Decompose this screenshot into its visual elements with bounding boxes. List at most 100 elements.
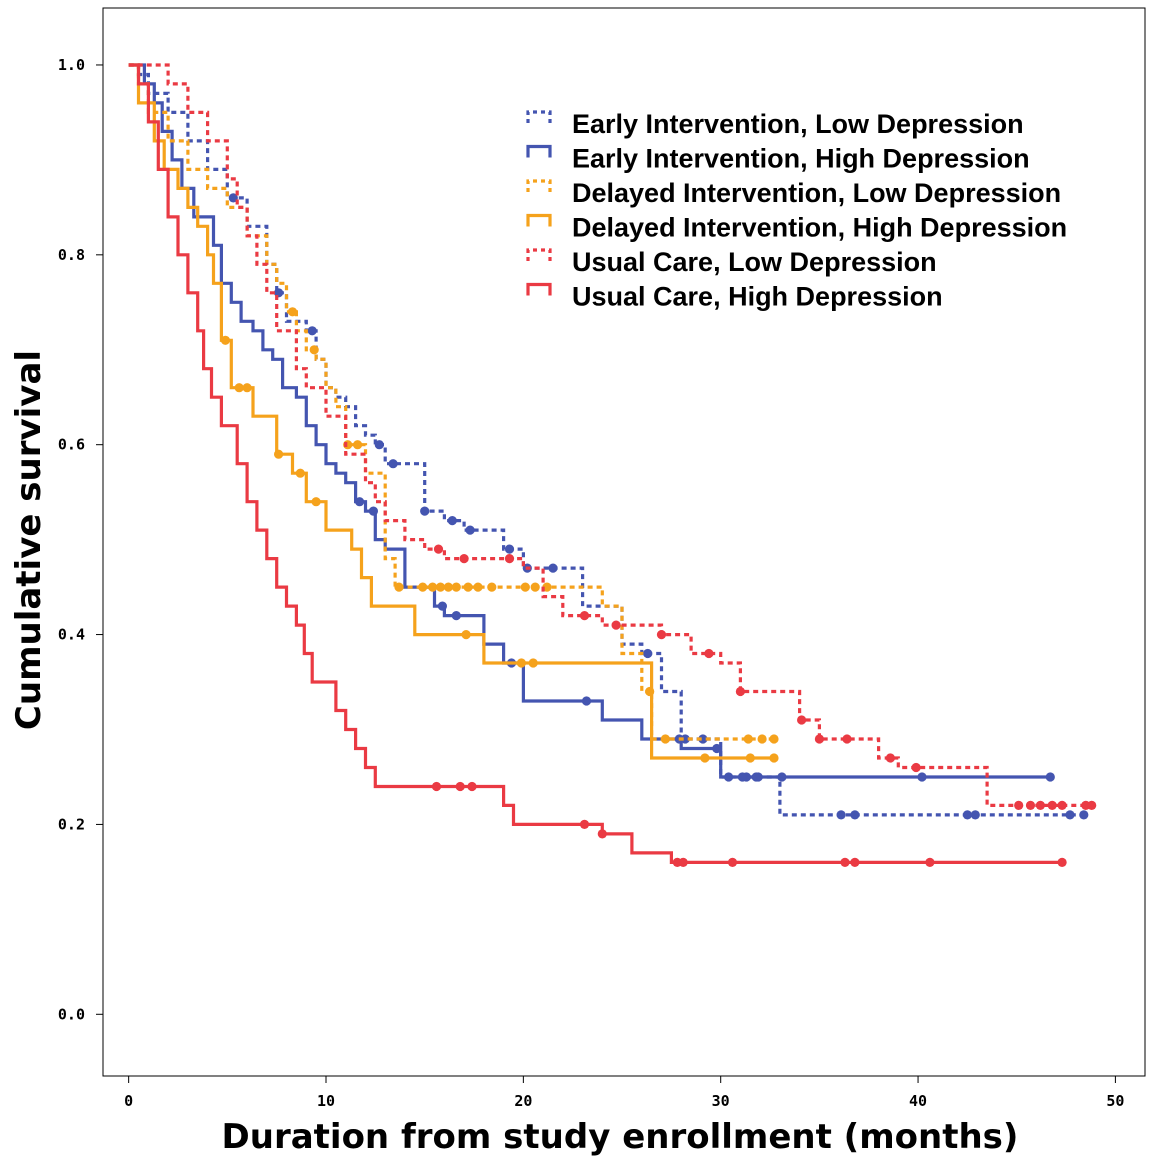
censor-point xyxy=(743,734,753,744)
censor-point xyxy=(1014,800,1024,811)
censor-point xyxy=(220,335,230,345)
censor-point xyxy=(520,582,530,592)
censor-point xyxy=(735,686,746,697)
legend-label: Usual Care, Low Depression xyxy=(572,247,937,277)
censor-point xyxy=(465,525,475,535)
censor-point xyxy=(443,582,453,592)
censor-point xyxy=(911,762,921,773)
censor-point xyxy=(970,810,980,820)
censor-point xyxy=(418,582,428,592)
censor-point xyxy=(842,734,852,744)
censor-point xyxy=(461,630,471,640)
censor-point xyxy=(431,781,442,792)
censor-point xyxy=(797,715,807,725)
censor-point xyxy=(1057,800,1067,811)
censor-point xyxy=(487,582,497,592)
censor-point xyxy=(420,506,430,516)
legend-swatch xyxy=(526,282,552,296)
censor-point xyxy=(307,326,317,336)
censor-point xyxy=(698,734,708,744)
x-tick-label: 40 xyxy=(909,1092,927,1110)
legend-item: Usual Care, High Depression xyxy=(526,282,943,312)
censor-point xyxy=(643,648,653,659)
x-axis-title: Duration from study enrollment (months) xyxy=(222,1117,1019,1157)
legend: Early Intervention, Low Depression Early … xyxy=(526,109,1067,312)
series-line xyxy=(128,63,776,741)
censor-point xyxy=(353,440,363,450)
censor-point xyxy=(1087,800,1097,811)
y-tick-label: 1.0 xyxy=(58,56,85,74)
censor-point xyxy=(311,497,321,507)
series-line xyxy=(128,63,776,760)
censor-point xyxy=(850,857,860,868)
y-tick-label: 0.0 xyxy=(58,1005,85,1023)
censor-point xyxy=(656,630,667,640)
censor-point xyxy=(455,781,465,792)
censor-point xyxy=(885,753,896,763)
series-line xyxy=(128,63,1092,807)
censor-point xyxy=(504,544,515,554)
y-tick-label: 0.6 xyxy=(58,436,85,454)
series-4 xyxy=(128,63,779,763)
legend-label: Early Intervention, Low Depression xyxy=(572,109,1024,139)
censor-point xyxy=(769,753,779,763)
censor-point xyxy=(1065,810,1075,820)
legend-label: Delayed Intervention, High Depression xyxy=(572,213,1067,243)
y-axis-title: Cumulative survival xyxy=(9,350,49,730)
censor-point xyxy=(287,307,298,317)
censor-point xyxy=(1025,800,1036,811)
censor-point xyxy=(925,857,935,868)
censor-point xyxy=(704,648,714,659)
censor-point xyxy=(745,753,755,763)
legend-item: Early Intervention, Low Depression xyxy=(526,109,1024,139)
legend-swatch xyxy=(526,213,552,227)
censor-point xyxy=(388,459,398,469)
y-tick-label: 0.2 xyxy=(58,815,85,833)
censor-point xyxy=(777,772,787,782)
censor-point xyxy=(962,810,973,820)
legend-label: Early Intervention, High Depression xyxy=(572,144,1030,174)
x-tick-label: 0 xyxy=(124,1092,133,1110)
legend-item: Usual Care, Low Depression xyxy=(526,247,937,277)
censor-point xyxy=(355,497,365,507)
legend-swatch xyxy=(526,144,552,158)
censor-point xyxy=(1035,800,1045,811)
plot-layer xyxy=(128,63,1097,868)
series-5 xyxy=(128,63,1097,811)
censor-point xyxy=(516,658,527,668)
censor-point xyxy=(611,620,621,630)
censor-point xyxy=(394,582,404,592)
legend-item: Delayed Intervention, High Depression xyxy=(526,213,1067,243)
legend-label: Delayed Intervention, Low Depression xyxy=(572,178,1061,208)
censor-point xyxy=(428,582,438,592)
censor-point xyxy=(727,857,738,868)
censor-point xyxy=(724,772,734,782)
plot-frame xyxy=(102,7,1146,1077)
legend-item: Delayed Intervention, Low Depression xyxy=(526,178,1061,208)
censor-point xyxy=(467,781,477,792)
x-tick-label: 10 xyxy=(317,1092,335,1110)
censor-point xyxy=(433,544,444,554)
censor-point xyxy=(309,345,319,355)
censor-point xyxy=(581,696,592,706)
legend-item: Early Intervention, High Depression xyxy=(526,144,1030,174)
censor-point xyxy=(769,734,779,744)
censor-point xyxy=(814,734,825,744)
censor-point xyxy=(1045,772,1055,782)
censor-point xyxy=(437,601,447,611)
censor-point xyxy=(463,582,473,592)
censor-point xyxy=(1057,857,1067,868)
censor-point xyxy=(597,829,607,839)
x-tick-label: 20 xyxy=(514,1092,532,1110)
legend-label: Usual Care, High Depression xyxy=(572,282,943,312)
censor-point xyxy=(459,554,469,564)
censor-point xyxy=(435,582,446,592)
censor-point xyxy=(274,449,284,459)
censor-point xyxy=(504,554,515,564)
y-tick-label: 0.4 xyxy=(58,626,85,644)
censor-point xyxy=(700,753,710,763)
censor-point xyxy=(917,772,927,782)
censor-point xyxy=(1047,800,1057,811)
axes: 0 10 20 30 40 50 0.0 0.2 0.4 0.6 0.8 1.0 xyxy=(58,56,1125,1110)
